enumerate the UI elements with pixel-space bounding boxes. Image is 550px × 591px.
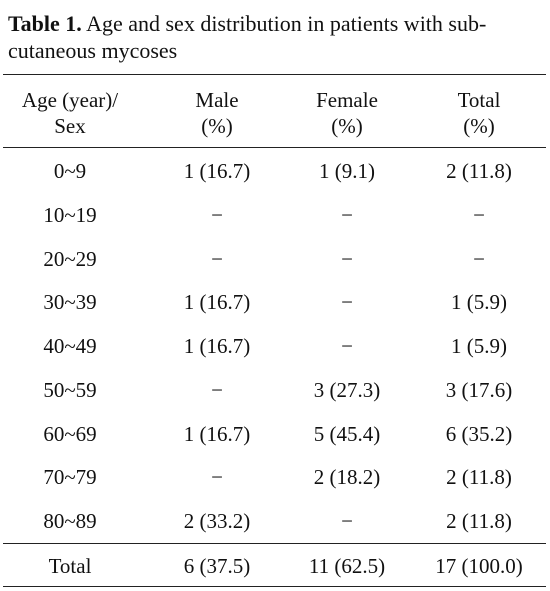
table-cell: 2 (11.8)	[446, 159, 512, 183]
table-cell: 70~79	[43, 465, 97, 490]
caption-line: cutaneous mycoses	[8, 38, 178, 63]
table-cell: −	[473, 246, 485, 271]
table-cell: −	[211, 202, 223, 227]
table-cell: 2 (11.8)	[446, 509, 512, 533]
table-cell: 1 (5.9)	[451, 334, 507, 358]
table-cell: −	[211, 465, 223, 490]
table-cell: 2 (18.2)	[313, 465, 381, 490]
total-cell: 17 (100.0)	[435, 554, 523, 578]
header-cell: Female	[316, 88, 378, 112]
table-cell: 3 (17.6)	[445, 377, 513, 402]
top-rule	[3, 74, 546, 75]
header-cell: (%)	[331, 114, 363, 138]
table-cell: 1 (9.1)	[319, 159, 375, 183]
table-cell: 1 (16.7)	[183, 421, 251, 446]
table-cell: 1 (16.7)	[183, 159, 251, 183]
header-cell: Sex	[54, 114, 86, 138]
caption-label: Table 1.	[8, 11, 82, 36]
table-caption: Table 1. Age and sex distribution in pat…	[8, 10, 544, 64]
table-cell: 60~69	[43, 421, 97, 446]
table-cell: 0~9	[53, 159, 87, 183]
table-cell: −	[341, 290, 353, 315]
table-cell: 40~49	[43, 334, 97, 358]
header-cell: Total	[457, 88, 501, 112]
bottom-rule	[3, 586, 546, 587]
header-cell: (%)	[463, 114, 495, 138]
table-cell: −	[341, 202, 353, 227]
table-cell: 80~89	[43, 509, 97, 533]
table-cell: 2 (11.8)	[446, 465, 512, 490]
total-rule	[3, 543, 546, 544]
header-rule	[3, 147, 546, 148]
table-cell: 1 (5.9)	[451, 290, 507, 315]
table-cell: −	[211, 377, 223, 402]
header-cell: (%)	[201, 114, 233, 138]
table-cell: 30~39	[43, 290, 97, 315]
table-cell: 2 (33.2)	[183, 509, 251, 533]
table-cell: 50~59	[43, 377, 97, 402]
table-cell: −	[473, 202, 485, 227]
table-cell: −	[341, 246, 353, 271]
table-cell: 20~29	[43, 246, 97, 271]
table-cell: 5 (45.4)	[313, 421, 381, 446]
total-cell: 6 (37.5)	[183, 554, 251, 578]
table-cell: −	[341, 334, 353, 358]
table-cell: 6 (35.2)	[445, 421, 513, 446]
table-cell: 10~19	[43, 202, 97, 227]
total-cell: Total	[48, 554, 92, 578]
table-cell: −	[341, 509, 353, 533]
table-cell: 3 (27.3)	[313, 377, 381, 402]
caption-line: Age and sex distribution in patients wit…	[86, 11, 487, 36]
table-cell: −	[211, 246, 223, 271]
header-cell: Age (year)/	[21, 88, 119, 112]
table-cell: 1 (16.7)	[183, 334, 251, 358]
header-cell: Male	[195, 88, 239, 112]
table-cell: 1 (16.7)	[183, 290, 251, 315]
total-cell: 11 (62.5)	[308, 554, 386, 578]
